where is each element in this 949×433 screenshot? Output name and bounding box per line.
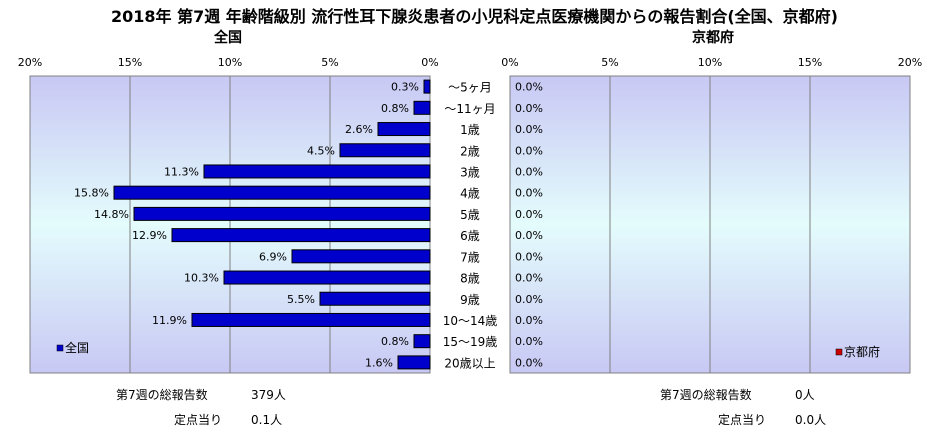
kyoto-total-label: 第7週の総報告数 [660,388,752,402]
national-per-value: 0.1人 [251,413,283,427]
national-bar [319,291,431,306]
category-label: 3歳 [460,165,480,179]
category-label: 8歳 [460,272,480,286]
kyoto-data-label: 0.0% [515,144,543,157]
kyoto-tick-label: 15% [798,56,822,69]
kyoto-tick-label: 0% [501,56,518,69]
national-bar [339,143,431,158]
national-per-label: 定点当り [174,413,223,427]
national-legend-swatch [56,344,64,352]
national-data-label: 6.9% [259,250,287,263]
national-bar [171,228,431,243]
national-data-label: 11.9% [152,314,187,327]
national-bar [223,270,431,285]
national-tick-label: 20% [18,56,42,69]
category-label: 7歳 [460,250,480,264]
national-bar [413,100,431,115]
kyoto-total-value: 0人 [795,388,815,402]
kyoto-plot-border [509,75,911,374]
national-plot-border [29,75,431,374]
category-label: 9歳 [460,293,480,307]
national-data-label: 2.6% [345,123,373,136]
kyoto-per-value: 0.0人 [795,413,827,427]
category-label: 6歳 [460,229,480,243]
right-chart-subtitle: 京都府 [692,30,734,46]
national-tick-label: 5% [321,56,338,69]
national-bar [191,312,431,327]
national-tick-label: 0% [421,56,438,69]
kyoto-legend-swatch [835,348,843,356]
category-label: 5歳 [460,208,480,222]
category-label: 10～14歳 [443,314,498,328]
kyoto-data-label: 0.0% [515,293,543,306]
kyoto-data-label: 0.0% [515,335,543,348]
national-total-label: 第7週の総報告数 [116,388,208,402]
national-data-label: 0.8% [381,335,409,348]
national-data-label: 14.8% [94,208,129,221]
national-data-label: 4.5% [307,144,335,157]
national-data-label: 12.9% [132,229,167,242]
kyoto-data-label: 0.0% [515,314,543,327]
kyoto-per-label: 定点当り [718,413,767,427]
left-chart-subtitle: 全国 [214,30,242,46]
national-data-label: 10.3% [184,272,219,285]
national-bar [203,164,431,179]
kyoto-tick-label: 20% [898,56,922,69]
kyoto-data-label: 0.0% [515,229,543,242]
kyoto-data-label: 0.0% [515,208,543,221]
national-bar [413,334,431,349]
national-data-label: 0.3% [391,81,419,94]
national-bar [423,79,431,94]
national-data-label: 0.8% [381,102,409,115]
category-label: 2歳 [460,144,480,158]
national-legend-label: 全国 [65,340,89,355]
national-data-label: 11.3% [164,165,199,178]
kyoto-data-label: 0.0% [515,272,543,285]
category-label: 4歳 [460,187,480,201]
kyoto-data-label: 0.0% [515,102,543,115]
kyoto-data-label: 0.0% [515,356,543,369]
national-tick-label: 10% [218,56,242,69]
category-label: 20歳以上 [444,356,495,370]
national-bar [133,206,431,221]
national-bar [397,355,431,370]
kyoto-data-label: 0.0% [515,81,543,94]
national-data-label: 15.8% [74,187,109,200]
national-total-value: 379人 [251,388,286,402]
category-label: 15～19歳 [443,335,498,349]
chart-title: 2018年 第7週 年齢階級別 流行性耳下腺炎患者の小児科定点医療機関からの報告… [110,7,838,26]
kyoto-tick-label: 10% [698,56,722,69]
national-bar [113,185,431,200]
national-bar [377,122,431,137]
national-tick-label: 15% [118,56,142,69]
category-label: ～11ヶ月 [444,102,495,116]
category-label: ～5ヶ月 [448,81,492,95]
national-data-label: 5.5% [287,293,315,306]
national-data-label: 1.6% [365,356,393,369]
kyoto-data-label: 0.0% [515,250,543,263]
kyoto-data-label: 0.0% [515,123,543,136]
national-bar [291,249,431,264]
kyoto-tick-label: 5% [601,56,618,69]
kyoto-legend-label: 京都府 [844,344,880,359]
kyoto-data-label: 0.0% [515,165,543,178]
category-label: 1歳 [460,123,480,137]
kyoto-data-label: 0.0% [515,187,543,200]
